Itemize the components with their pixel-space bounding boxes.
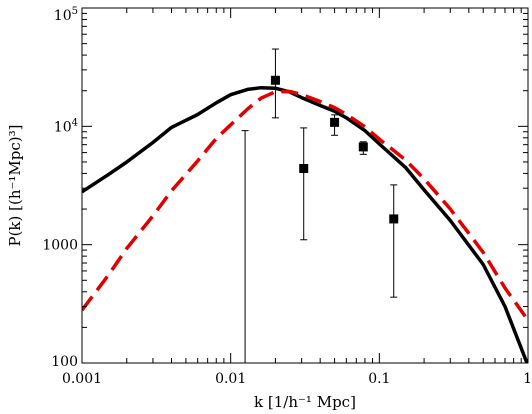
x-axis-label: k [1/h⁻¹ Mpc] (254, 393, 356, 411)
x-axis-ticks: 0.001 0.01 0.1 1 (62, 8, 532, 387)
data-point-square (299, 164, 309, 174)
x-tick-label: 0.001 (62, 371, 102, 387)
solid-model-curve (82, 85, 528, 363)
x-tick-label: 1 (523, 371, 532, 387)
x-tick-label: 0.1 (368, 371, 390, 387)
plot-frame (81, 7, 529, 364)
y-axis-ticks: 100 1000 104 105 (42, 6, 528, 370)
y-tick-label: 104 (54, 117, 78, 135)
y-tick-label: 100 (51, 354, 78, 370)
data-point-square (358, 142, 368, 152)
y-tick-label: 1000 (42, 238, 78, 254)
y-tick-label: 105 (54, 6, 78, 24)
dashed-model-curve (82, 89, 528, 322)
y-axis-label: P(k) [(h⁻¹Mpc)³] (6, 124, 24, 246)
x-tick-label: 0.01 (215, 371, 246, 387)
data-point-square (330, 117, 340, 127)
data-point-square (270, 75, 280, 85)
plot-content (82, 48, 528, 363)
data-point-square (389, 214, 399, 224)
